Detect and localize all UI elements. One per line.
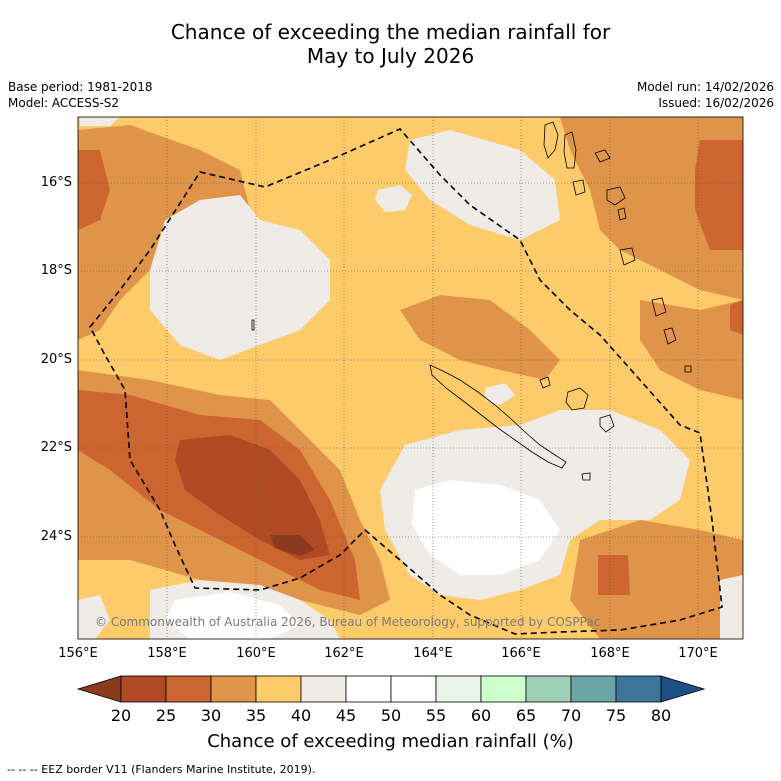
colorbar-label: Chance of exceeding median rainfall (%) [207, 731, 574, 752]
colorbar [76, 675, 706, 703]
field-45-50-islet [375, 185, 412, 212]
lon-tick: 164°E [413, 646, 453, 661]
colorbar-bin-50-55 [390, 675, 437, 703]
colorbar-tick: 55 [425, 706, 447, 725]
meta-right: Model run: 14/02/2026 Issued: 16/02/2026 [637, 79, 774, 111]
map-frame [77, 116, 744, 640]
islet-west [251, 319, 255, 331]
lon-tick: 158°E [147, 646, 187, 661]
field-25-30-east [730, 300, 743, 335]
lon-tick: 160°E [236, 646, 276, 661]
field-50-55-south [412, 480, 560, 575]
graticule [78, 117, 743, 639]
colorbar-tick: 60 [470, 706, 492, 725]
colorbar-bin-35-40 [255, 675, 302, 703]
vanuatu-2 [563, 131, 577, 169]
colorbar-tick: 65 [515, 706, 537, 725]
lon-tick: 170°E [678, 646, 718, 661]
lat-tick: 16°S [40, 175, 72, 190]
colorbar-bin-75-80 [615, 675, 662, 703]
eez-footnote: -- -- -- EEZ border V11 (Flanders Marine… [7, 763, 316, 776]
title-line-2: May to July 2026 [306, 44, 475, 68]
colorbar-bin-65-70 [525, 675, 572, 703]
loyalty-island-3 [539, 376, 551, 389]
eez-border [89, 128, 723, 635]
colorbar-bin-55-60 [435, 675, 482, 703]
lat-tick: 20°S [40, 352, 72, 367]
field-15-20-core [270, 535, 315, 556]
colorbar-tick: 50 [380, 706, 402, 725]
colorbar-bin-40-45 [300, 675, 347, 703]
field-20-25-core [175, 435, 330, 560]
vanuatu-7 [619, 247, 636, 266]
field-30-35-east [640, 300, 743, 400]
rainfall-field [78, 117, 743, 639]
colorbar-tick: 75 [605, 706, 627, 725]
field-45-50-east-upper [485, 383, 515, 405]
colorbar-tick: 70 [560, 706, 582, 725]
colorbar-bin-45-50 [345, 675, 392, 703]
chart-title: Chance of exceeding the median rainfall … [0, 20, 781, 68]
field-50-55-bottom-left [165, 592, 300, 639]
vanuatu-3 [594, 149, 611, 163]
field-45-50-bottom-left-edge [78, 595, 110, 639]
isle-of-pines [581, 472, 591, 481]
model-name: Model: ACCESS-S2 [8, 96, 120, 110]
vanuatu-4 [572, 179, 586, 196]
lat-tick: 18°S [40, 263, 72, 278]
colorbar-bin-70-75 [570, 675, 617, 703]
loyalty-island-1 [565, 387, 589, 411]
field-45-50-top-left [80, 117, 120, 126]
vanuatu-9 [663, 327, 677, 345]
vanuatu-5 [606, 186, 626, 206]
colorbar-tick: 80 [650, 706, 672, 725]
coastlines [251, 121, 692, 481]
new-caledonia-coast [429, 364, 567, 469]
colorbar-extend-low [76, 675, 122, 703]
colorbar-tick: 25 [155, 706, 177, 725]
field-30-35-center [400, 295, 560, 380]
field-25-30-west [78, 150, 110, 230]
colorbar-tick: 35 [245, 706, 267, 725]
colorbar-tick: 20 [110, 706, 132, 725]
base-period: Base period: 1981-2018 [8, 80, 153, 94]
lat-tick: 22°S [40, 440, 72, 455]
colorbar-tick: 45 [335, 706, 357, 725]
field-45-50-top-right [405, 130, 560, 240]
loyalty-island-2 [599, 414, 615, 433]
model-run: Model run: 14/02/2026 [636, 80, 774, 94]
lon-tick: 168°E [590, 646, 630, 661]
field-25-30-northeast [695, 140, 743, 250]
colorbar-tick: 40 [290, 706, 312, 725]
colorbar-bin-25-30 [165, 675, 212, 703]
field-45-50-north [150, 195, 330, 360]
lat-tick: 24°S [40, 529, 72, 544]
colorbar-extend-high [660, 675, 706, 703]
lon-tick: 166°E [501, 646, 541, 661]
vanuatu-10 [684, 365, 692, 373]
lon-tick: 156°E [58, 646, 98, 661]
title-line-1: Chance of exceeding the median rainfall … [170, 20, 611, 44]
field-45-50-bottom-right [720, 575, 743, 639]
field-30-35-southeast [570, 520, 743, 639]
lon-tick: 162°E [324, 646, 364, 661]
vanuatu-1 [543, 121, 559, 159]
vanuatu-8 [651, 297, 667, 317]
colorbar-bin-20-25 [120, 675, 167, 703]
vanuatu-6 [617, 207, 627, 221]
field-25-30-southeast [598, 555, 630, 595]
colorbar-bin-60-65 [480, 675, 527, 703]
copyright-notice: © Commonwealth of Australia 2026, Bureau… [95, 615, 601, 629]
colorbar-bin-30-35 [210, 675, 257, 703]
issued-date: Issued: 16/02/2026 [658, 96, 774, 110]
colorbar-tick: 30 [200, 706, 222, 725]
meta-left: Base period: 1981-2018 Model: ACCESS-S2 [8, 79, 153, 111]
